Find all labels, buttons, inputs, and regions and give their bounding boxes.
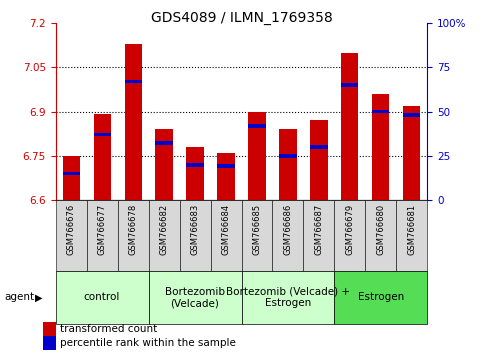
Text: GSM766683: GSM766683	[190, 204, 199, 255]
Bar	[156, 129, 172, 200]
Text: percentile rank within the sample: percentile rank within the sample	[60, 338, 236, 348]
Bar	[280, 129, 297, 200]
Text: GSM766685: GSM766685	[253, 204, 261, 255]
Text: GSM766679: GSM766679	[345, 204, 355, 255]
Text: GSM766676: GSM766676	[67, 204, 75, 255]
Bar	[311, 120, 327, 200]
Bar	[186, 163, 203, 166]
Text: GDS4089 / ILMN_1769358: GDS4089 / ILMN_1769358	[151, 11, 332, 25]
Text: ▶: ▶	[35, 292, 43, 302]
Bar	[94, 133, 111, 136]
Text: GSM766687: GSM766687	[314, 204, 324, 255]
Bar	[372, 110, 389, 113]
Bar	[372, 94, 389, 200]
Bar	[186, 147, 203, 200]
Text: GSM766678: GSM766678	[128, 204, 138, 255]
Text: Bortezomib
(Velcade): Bortezomib (Velcade)	[165, 286, 225, 308]
Bar	[156, 142, 172, 145]
Bar	[62, 172, 80, 175]
Bar	[248, 112, 266, 200]
Bar	[125, 80, 142, 83]
Bar	[125, 44, 142, 200]
Text: GSM766686: GSM766686	[284, 204, 293, 255]
Text: agent: agent	[5, 292, 35, 302]
Bar	[94, 114, 111, 200]
Text: GSM766681: GSM766681	[408, 204, 416, 255]
Bar	[341, 83, 358, 87]
Bar	[403, 105, 421, 200]
Bar	[311, 145, 327, 149]
Text: Bortezomib (Velcade) +
Estrogen: Bortezomib (Velcade) + Estrogen	[226, 286, 350, 308]
Bar	[280, 154, 297, 158]
Text: control: control	[84, 292, 120, 302]
Text: GSM766682: GSM766682	[159, 204, 169, 255]
Text: GSM766684: GSM766684	[222, 204, 230, 255]
Text: transformed count: transformed count	[60, 324, 157, 334]
Text: GSM766680: GSM766680	[376, 204, 385, 255]
Bar	[62, 156, 80, 200]
Text: Estrogen: Estrogen	[358, 292, 404, 302]
Bar	[217, 165, 235, 168]
Bar	[248, 124, 266, 127]
Text: GSM766677: GSM766677	[98, 204, 107, 255]
Bar	[341, 52, 358, 200]
Bar	[217, 153, 235, 200]
Bar	[403, 113, 421, 117]
